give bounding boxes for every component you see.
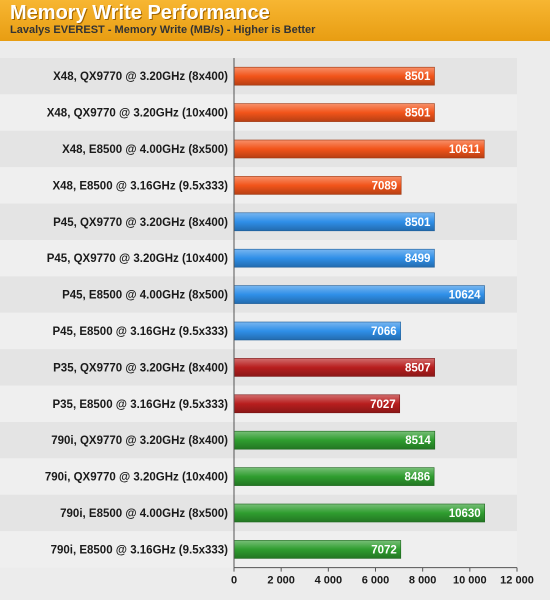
x-tick-label: 12 000 [500, 575, 534, 587]
value-label: 8499 [405, 253, 431, 265]
category-label: P45, E8500 @ 3.16GHz (9.5x333) [52, 326, 228, 338]
value-labels: 8501 8501 10611 7089 8501 8499 10624 7066 8507 70… [370, 71, 481, 556]
x-tick-label: 10 000 [453, 575, 487, 587]
bar-chart: X48, QX9770 @ 3.20GHz (8x400) X48, QX9770… [0, 41, 550, 600]
category-label: P35, E8500 @ 3.16GHz (9.5x333) [52, 399, 228, 411]
value-label: 10630 [449, 508, 481, 520]
category-label: P45, E8500 @ 4.00GHz (8x500) [62, 290, 228, 302]
x-tick-label: 2 000 [267, 575, 295, 587]
category-label: P45, QX9770 @ 3.20GHz (10x400) [47, 253, 228, 265]
x-tick-label: 0 [231, 575, 237, 587]
category-label: 790i, QX9770 @ 3.20GHz (10x400) [45, 472, 228, 484]
x-tick-label: 8 000 [409, 575, 437, 587]
category-label: 790i, E8500 @ 3.16GHz (9.5x333) [51, 544, 229, 556]
row-backgrounds [0, 58, 517, 568]
category-label: X48, E8500 @ 4.00GHz (8x500) [62, 144, 228, 156]
value-label: 10624 [449, 290, 482, 302]
value-label: 8501 [405, 71, 431, 83]
bar [233, 503, 485, 523]
category-label: X48, QX9770 @ 3.20GHz (10x400) [47, 108, 228, 120]
chart-subtitle: Lavalys EVEREST - Memory Write (MB/s) - … [10, 24, 316, 36]
category-label: 790i, E8500 @ 4.00GHz (8x500) [60, 508, 228, 520]
value-label: 8486 [405, 472, 431, 484]
value-label: 7066 [371, 326, 397, 338]
value-label: 10611 [449, 144, 481, 156]
bars [233, 66, 485, 559]
chart-header: Memory Write Performance Lavalys EVEREST… [0, 0, 550, 41]
value-label: 7072 [371, 544, 397, 556]
value-label: 7089 [372, 180, 398, 192]
value-label: 8501 [405, 108, 431, 120]
bar [233, 285, 485, 304]
value-label: 8514 [405, 435, 431, 447]
value-label: 8507 [405, 362, 431, 374]
chart-title: Memory Write Performance [10, 2, 270, 24]
category-label: P45, QX9770 @ 3.20GHz (8x400) [53, 217, 228, 229]
bar [233, 139, 485, 159]
value-label: 8501 [405, 217, 431, 229]
value-label: 7027 [370, 399, 396, 411]
x-tick-label: 4 000 [315, 575, 343, 587]
category-labels: X48, QX9770 @ 3.20GHz (8x400) X48, QX9770… [45, 71, 228, 556]
category-label: 790i, QX9770 @ 3.20GHz (8x400) [51, 435, 228, 447]
x-axis: 0 2 000 4 000 6 000 8 000 10 000 12 000 [231, 58, 534, 587]
category-label: X48, QX9770 @ 3.20GHz (8x400) [53, 71, 228, 83]
category-label: P35, QX9770 @ 3.20GHz (8x400) [53, 362, 228, 374]
category-label: X48, E8500 @ 3.16GHz (9.5x333) [52, 180, 228, 192]
x-tick-label: 6 000 [362, 575, 390, 587]
